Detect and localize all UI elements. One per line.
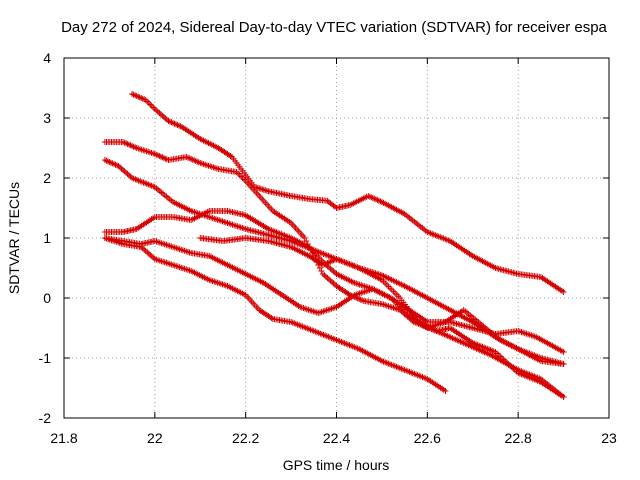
x-tick-label: 21.8: [50, 430, 77, 446]
y-axis-label: SDTVAR / TECUs: [6, 182, 22, 294]
series-track-5: [101, 235, 567, 367]
y-tick-label: 2: [43, 170, 51, 186]
data-points: [101, 91, 567, 400]
chart-title: Day 272 of 2024, Sidereal Day-to-day VTE…: [61, 19, 607, 36]
y-tick-label: 0: [43, 290, 51, 306]
plus-markers: [197, 235, 567, 400]
plus-markers: [101, 235, 449, 394]
y-tick-label: -1: [39, 350, 52, 366]
axis-ticks: [63, 57, 610, 419]
y-tick-label: 1: [43, 230, 51, 246]
x-tick-label: 23: [601, 430, 617, 446]
plus-markers: [129, 91, 567, 295]
x-tick-label: 22.8: [505, 430, 532, 446]
x-tick-label: 22.2: [232, 430, 259, 446]
series-track-6: [101, 235, 449, 394]
x-axis-label: GPS time / hours: [283, 457, 390, 473]
series-track-1: [129, 91, 567, 295]
plus-markers: [101, 235, 567, 367]
x-tick-label: 22.6: [414, 430, 441, 446]
grid-lines: [64, 58, 609, 418]
y-tick-label: 3: [43, 110, 51, 126]
x-tick-label: 22.4: [323, 430, 350, 446]
y-tick-label: 4: [43, 50, 51, 66]
y-tick-label: -2: [39, 410, 52, 426]
x-tick-label: 22: [147, 430, 163, 446]
y-tick-labels: 4 3 2 1 0 -1 -2: [39, 50, 52, 426]
series-track-7: [197, 235, 567, 400]
x-tick-labels: 21.8 22 22.2 22.4 22.6 22.8 23: [50, 430, 617, 446]
